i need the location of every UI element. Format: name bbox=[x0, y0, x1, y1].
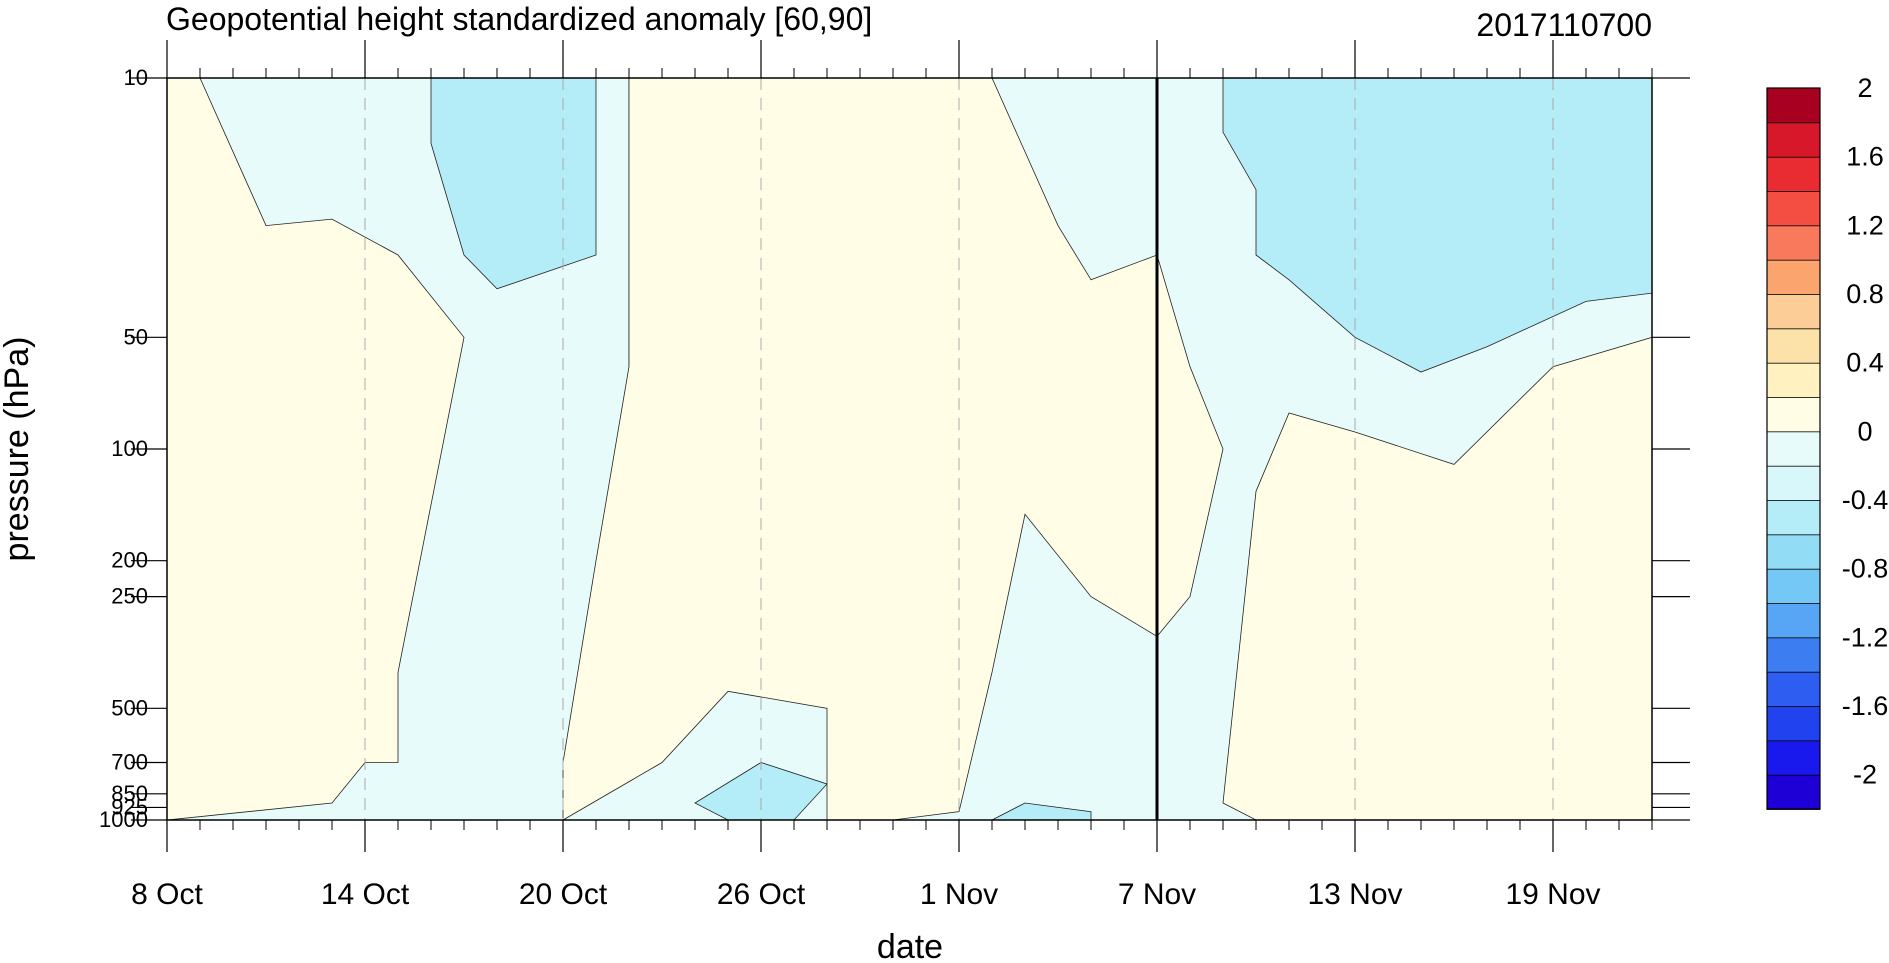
x-tick-label: 26 Oct bbox=[717, 878, 806, 911]
colorbar-label: 2 bbox=[1857, 73, 1872, 103]
colorbar-box bbox=[1766, 121, 1821, 158]
colorbar-box bbox=[1766, 293, 1821, 330]
colorbar-box bbox=[1766, 224, 1821, 261]
colorbar-box bbox=[1766, 533, 1821, 570]
colorbar-frame bbox=[1766, 87, 1821, 810]
x-tick-label: 13 Nov bbox=[1307, 878, 1402, 911]
colorbar-label: 1.6 bbox=[1846, 142, 1884, 172]
colorbar-box bbox=[1766, 636, 1821, 673]
chart-timestamp: 2017110700 bbox=[1476, 7, 1652, 43]
x-tick-label: 7 Nov bbox=[1118, 878, 1196, 911]
chart-title: Geopotential height standardized anomaly… bbox=[166, 1, 872, 37]
y-tick-label: 925 bbox=[111, 794, 148, 819]
colorbar-box bbox=[1766, 568, 1821, 604]
contour-region-11 bbox=[166, 77, 465, 821]
colorbar-label: 0.8 bbox=[1846, 279, 1884, 309]
y-tick-label: 50 bbox=[124, 324, 148, 349]
colorbar-box bbox=[1766, 774, 1821, 810]
colorbar-box bbox=[1766, 362, 1821, 398]
colorbar-box bbox=[1766, 602, 1821, 639]
x-tick-label: 8 Oct bbox=[131, 878, 203, 911]
colorbar-box bbox=[1766, 87, 1821, 124]
colorbar-label: 0.4 bbox=[1846, 348, 1884, 378]
y-tick-label: 10 bbox=[124, 65, 148, 90]
colorbar-label: -0.8 bbox=[1842, 554, 1889, 584]
contour-region-14 bbox=[694, 762, 828, 821]
x-axis-label: date bbox=[877, 928, 943, 963]
x-tick-label: 1 Nov bbox=[920, 878, 998, 911]
colorbar-label: -2 bbox=[1853, 760, 1877, 790]
colorbar-box bbox=[1766, 396, 1821, 433]
colorbar-box bbox=[1766, 465, 1821, 501]
colorbar-box bbox=[1766, 190, 1821, 227]
y-tick-label: 250 bbox=[111, 584, 148, 609]
y-tick-label: 1000 bbox=[99, 807, 148, 832]
colorbar-label: 0 bbox=[1857, 416, 1872, 446]
x-tick-label: 20 Oct bbox=[519, 878, 608, 911]
y-tick-label: 500 bbox=[111, 695, 148, 720]
colorbar: 2 1.6 1.2 0.8 0.4 0 -0.4 -0.8 -1.2 -1.6 -2 bbox=[1766, 73, 1889, 810]
x-tick-label: 14 Oct bbox=[321, 878, 410, 911]
colorbar-label: -1.6 bbox=[1842, 691, 1889, 721]
colorbar-label: 1.2 bbox=[1846, 210, 1884, 240]
colorbar-box bbox=[1766, 430, 1821, 467]
y-tick-label: 200 bbox=[111, 548, 148, 573]
colorbar-label: -1.2 bbox=[1842, 622, 1889, 652]
y-tick-label: 850 bbox=[111, 781, 148, 806]
colorbar-box bbox=[1766, 327, 1821, 364]
y-tick-label: 100 bbox=[111, 436, 148, 461]
plot-area bbox=[166, 77, 1653, 821]
colorbar-box bbox=[1766, 671, 1821, 707]
colorbar-box bbox=[1766, 259, 1821, 295]
x-tick-label: 19 Nov bbox=[1505, 878, 1600, 911]
colorbar-label: -0.4 bbox=[1842, 485, 1889, 515]
colorbar-box bbox=[1766, 739, 1821, 776]
colorbar-box bbox=[1766, 156, 1821, 192]
x-axis: 8 Oct 14 Oct 20 Oct 26 Oct 1 Nov 7 Nov 13 Nov 1… bbox=[131, 40, 1653, 911]
colorbar-box bbox=[1766, 705, 1821, 742]
colorbar-box bbox=[1766, 499, 1821, 536]
contour-region-13 bbox=[1222, 336, 1653, 821]
y-axis-label: pressure (hPa) bbox=[0, 337, 36, 562]
y-tick-label: 700 bbox=[111, 750, 148, 775]
